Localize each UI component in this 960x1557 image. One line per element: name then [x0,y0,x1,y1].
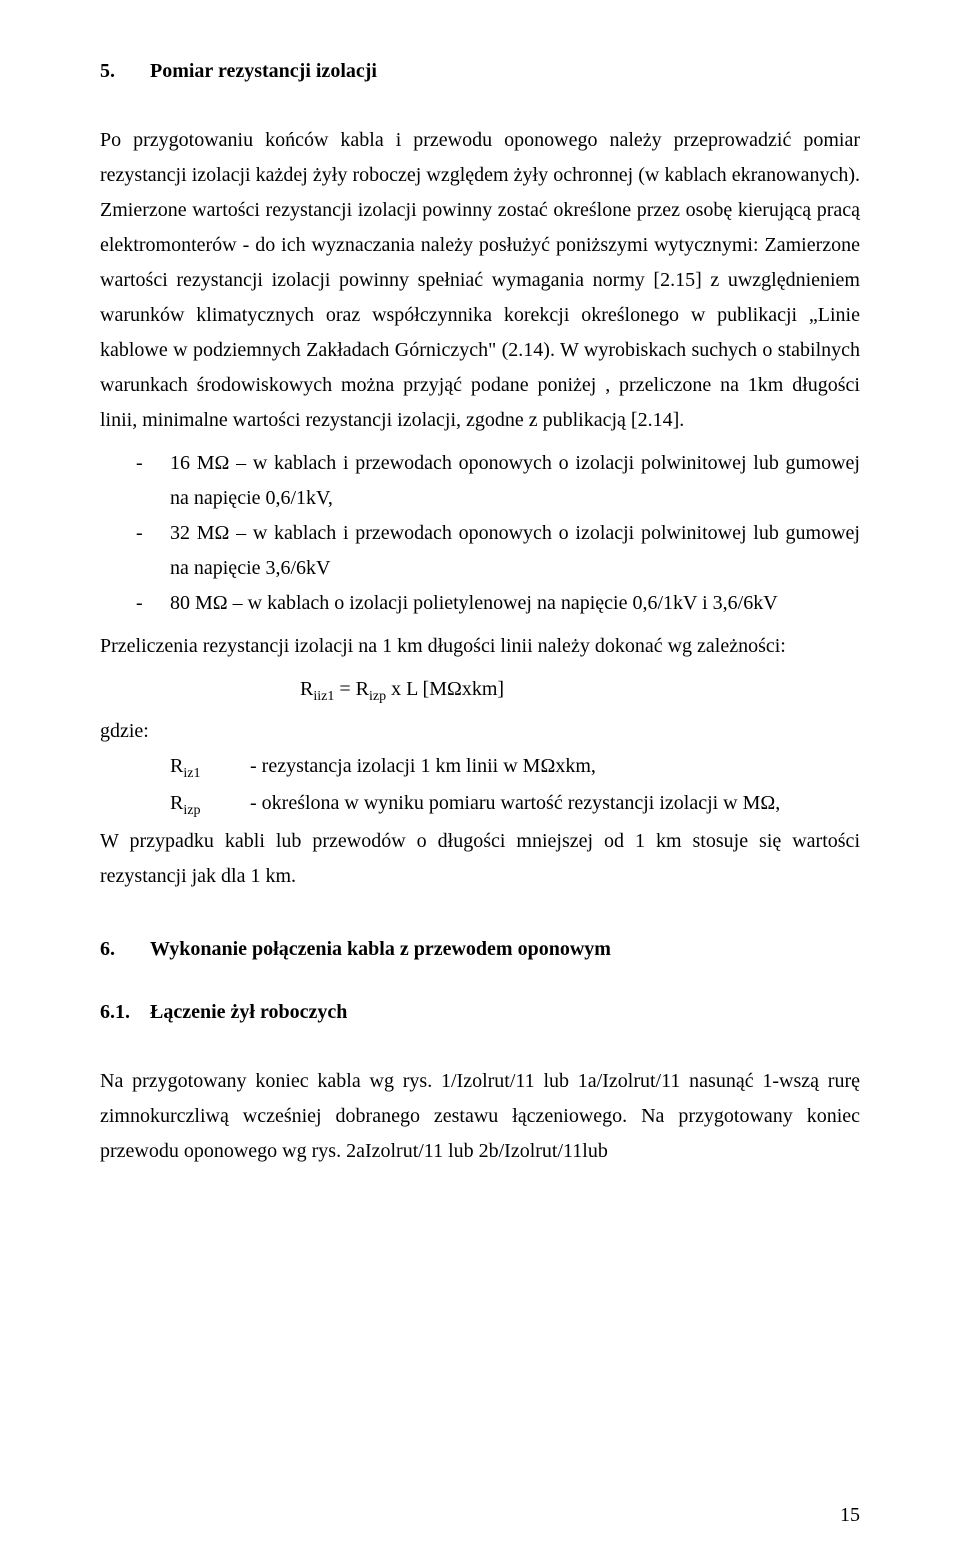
def-text: - rezystancja izolacji 1 km linii w MΩxk… [250,749,860,787]
formula-sub1: iiz1 [313,689,334,704]
section-6-1-num: 6.1. [100,1001,150,1024]
section-6-1-title: Łączenie żył roboczych [150,1001,347,1024]
bullet-text: 16 MΩ – w kablach i przewodach oponowych… [170,446,860,516]
def2-sub: izp [183,803,200,818]
dash-icon: - [100,446,170,516]
section-5-para-2: Przeliczenia rezystancji izolacji na 1 k… [100,629,860,664]
formula-line: Riiz1 = Rizp x L [MΩxkm] [100,672,860,710]
def-symbol: Rizp [170,786,250,824]
dash-icon: - [100,586,170,621]
def1-sym: R [170,755,183,777]
section-5-para-1: Po przygotowaniu końców kabla i przewodu… [100,123,860,438]
section-5-para-3: W przypadku kabli lub przewodów o długoś… [100,824,860,894]
section-6-title: Wykonanie połączenia kabla z przewodem o… [150,938,611,961]
def1-sub: iz1 [183,766,200,781]
list-item: - 32 MΩ – w kablach i przewodach oponowy… [100,516,860,586]
bullet-text: 32 MΩ – w kablach i przewodach oponowych… [170,516,860,586]
definition-row-1: Riz1 - rezystancja izolacji 1 km linii w… [100,749,860,787]
formula-rhs: x L [MΩxkm] [386,678,504,700]
list-item: - 16 MΩ – w kablach i przewodach oponowy… [100,446,860,516]
dash-icon: - [100,516,170,586]
def-text: - określona w wyniku pomiaru wartość rez… [250,786,860,824]
page-number: 15 [840,1504,860,1527]
section-5-bullets: - 16 MΩ – w kablach i przewodach oponowy… [100,446,860,621]
definition-row-2: Rizp - określona w wyniku pomiaru wartoś… [100,786,860,824]
section-6-1-para-1: Na przygotowany koniec kabla wg rys. 1/I… [100,1064,860,1169]
document-page: 5. Pomiar rezystancji izolacji Po przygo… [0,0,960,1557]
bullet-text: 80 MΩ – w kablach o izolacji polietyleno… [170,586,860,621]
section-5-heading: 5. Pomiar rezystancji izolacji [100,60,860,83]
section-6-heading: 6. Wykonanie połączenia kabla z przewode… [100,938,860,961]
section-5-num: 5. [100,60,150,83]
formula-eq: = R [334,678,369,700]
def-symbol: Riz1 [170,749,250,787]
section-6-1-heading: 6.1. Łączenie żył roboczych [100,1001,860,1024]
section-6-num: 6. [100,938,150,961]
section-5-title: Pomiar rezystancji izolacji [150,60,377,83]
formula-r1: R [300,678,313,700]
formula-sub2: izp [369,689,386,704]
where-label: gdzie: [100,714,860,749]
def2-sym: R [170,792,183,814]
list-item: - 80 MΩ – w kablach o izolacji polietyle… [100,586,860,621]
